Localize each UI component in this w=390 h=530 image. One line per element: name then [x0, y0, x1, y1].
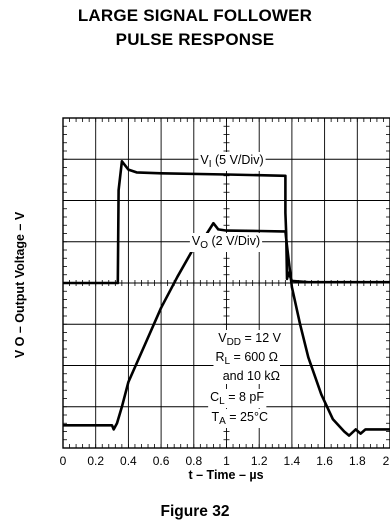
x-tick-label: 0	[60, 454, 67, 468]
x-tick-label: 1	[223, 454, 230, 468]
cl-condition: CL = 8 pF	[210, 390, 264, 407]
vi-trace-label: VI (5 V/Div)	[200, 153, 263, 170]
label-background	[213, 349, 280, 368]
chart-title-line-2: PULSE RESPONSE	[115, 30, 275, 49]
x-axis-label: t – Time – µs	[188, 468, 263, 482]
rl-condition: RL = 600 Ω	[215, 350, 278, 367]
x-tick-label: 1.2	[251, 454, 268, 468]
x-tick-label: 0.6	[153, 454, 170, 468]
x-tick-label: 0.2	[87, 454, 104, 468]
x-tick-label: 1.4	[284, 454, 301, 468]
annotations: VI (5 V/Div) VO (2 V/Div) VDD = 12 V RL …	[189, 152, 284, 428]
vdd-condition: VDD = 12 V	[218, 331, 281, 348]
label-background	[220, 368, 282, 384]
x-tick-label: 0.4	[120, 454, 137, 468]
figure-caption: Figure 32	[160, 503, 230, 520]
chart-title-line-1: LARGE SIGNAL FOLLOWER	[77, 6, 313, 25]
vo-trace	[63, 221, 390, 437]
x-tick-label: 1.8	[349, 454, 366, 468]
x-tick-label: 0.8	[185, 454, 202, 468]
label-background	[209, 409, 270, 428]
ta-condition: TA = 25°C	[212, 410, 269, 427]
x-tick-label: 2	[383, 454, 390, 468]
label-background	[216, 330, 284, 349]
x-tick-labels: 0 0.2 0.4 0.6 0.8 1 1.2 1.4 1.6 1.8 2	[60, 454, 390, 468]
label-background	[189, 233, 263, 252]
x-tick-label: 1.6	[316, 454, 333, 468]
y-axis-label: V O – Output Voltage – V	[13, 211, 27, 358]
label-background	[198, 152, 266, 171]
label-background	[208, 389, 267, 408]
rl-condition-line-2: and 10 kΩ	[223, 369, 280, 383]
vo-trace-label: VO (2 V/Div)	[192, 234, 260, 251]
waveform-traces	[63, 160, 390, 437]
